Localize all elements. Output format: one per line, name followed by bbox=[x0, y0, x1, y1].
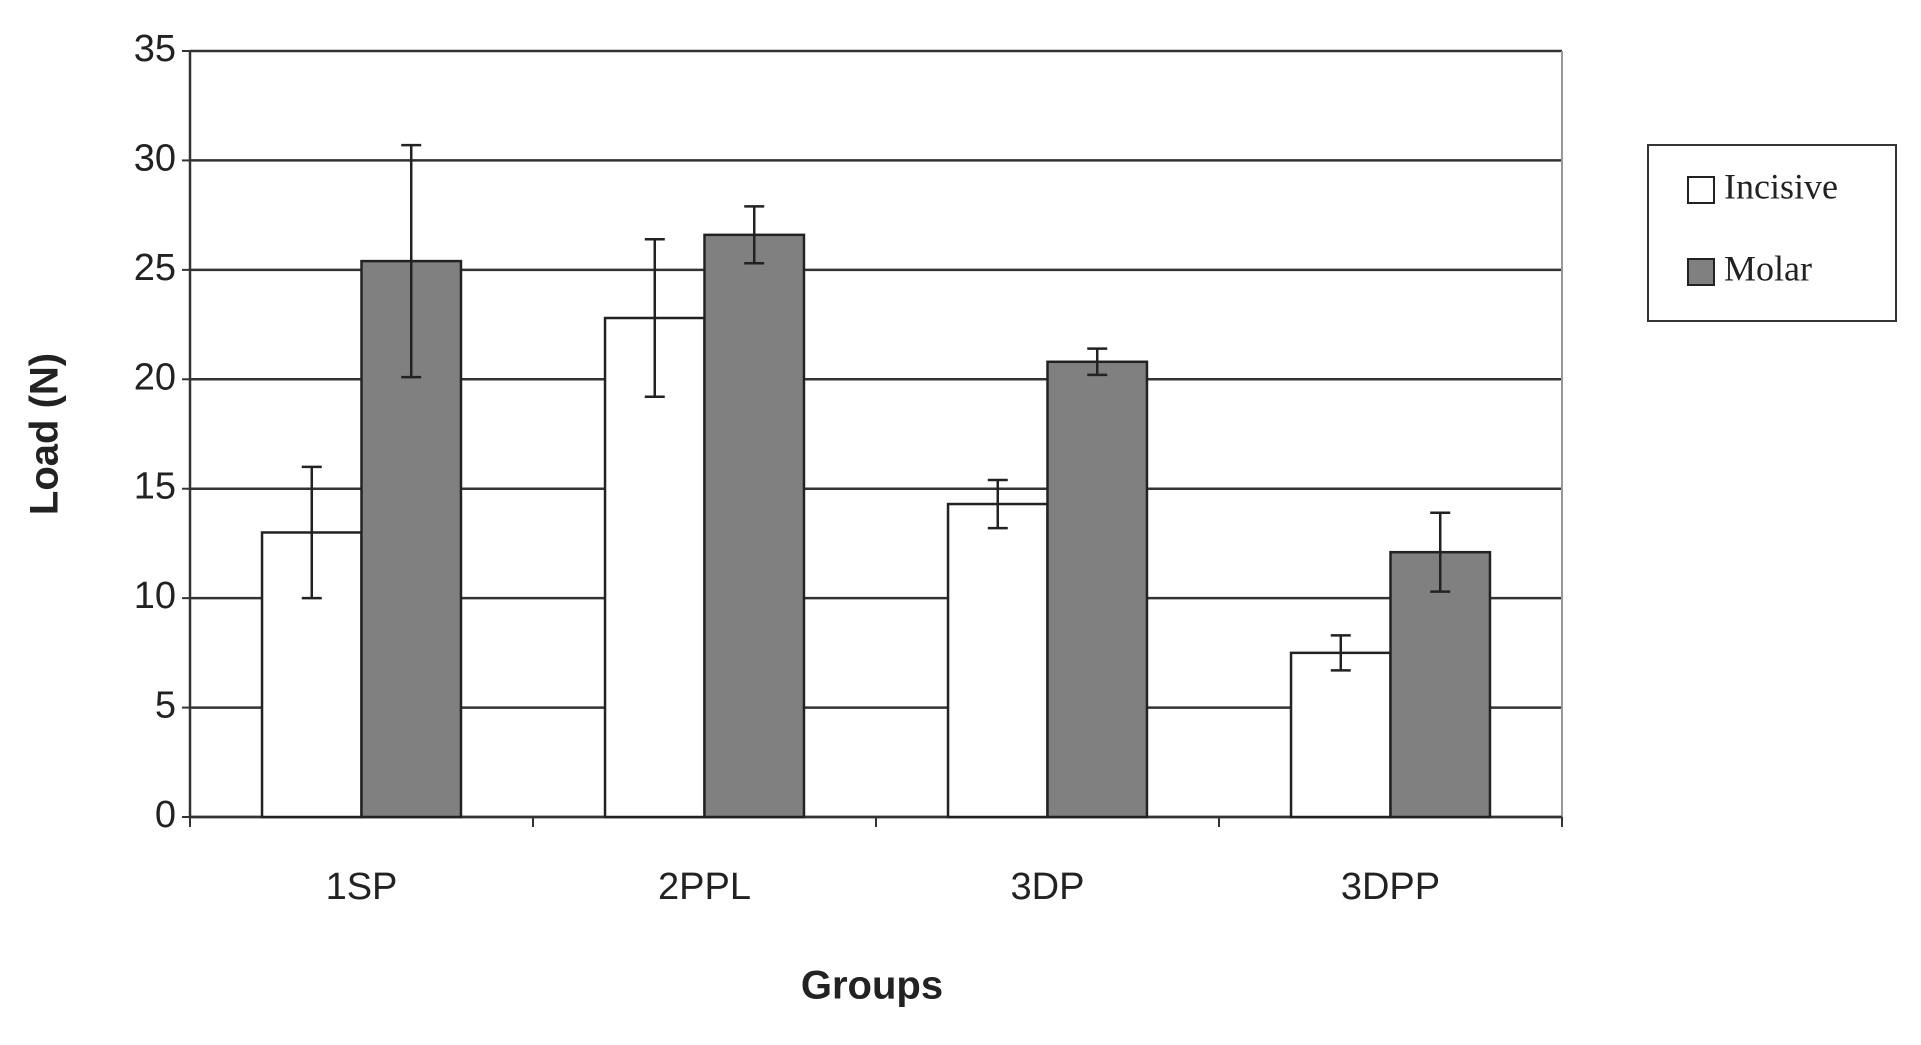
error-bar bbox=[1430, 511, 1451, 593]
x-tick-label: 1SP bbox=[326, 866, 398, 908]
bar bbox=[946, 502, 1049, 819]
bar bbox=[1389, 550, 1492, 819]
bar bbox=[703, 233, 806, 819]
bar bbox=[1289, 651, 1392, 819]
error-bar bbox=[301, 465, 322, 600]
y-tick-label: 35 bbox=[134, 28, 176, 70]
y-axis-title: Load (N) bbox=[23, 353, 67, 515]
bar bbox=[1046, 360, 1149, 819]
legend-box bbox=[1647, 144, 1897, 322]
error-bar bbox=[744, 205, 765, 265]
error-bar bbox=[1087, 347, 1108, 377]
error-bar bbox=[1330, 634, 1351, 672]
y-tick-label: 25 bbox=[134, 247, 176, 289]
legend-label: Incisive bbox=[1724, 166, 1838, 206]
y-tick-label: 10 bbox=[134, 575, 176, 617]
x-axis-title: Groups bbox=[801, 964, 943, 1008]
error-bar bbox=[644, 237, 665, 399]
error-bar bbox=[987, 478, 1008, 530]
y-tick-label: 5 bbox=[155, 685, 176, 727]
x-tick-label: 3DP bbox=[1011, 866, 1085, 908]
legend-label: Molar bbox=[1724, 248, 1812, 288]
y-tick-label: 0 bbox=[155, 794, 176, 836]
x-tick-label: 2PPL bbox=[658, 866, 751, 908]
x-tick-label: 3DPP bbox=[1341, 866, 1440, 908]
y-tick-label: 30 bbox=[134, 137, 176, 179]
legend-swatch bbox=[1687, 258, 1715, 286]
error-bar bbox=[401, 143, 422, 379]
y-tick-label: 20 bbox=[134, 356, 176, 398]
legend-swatch bbox=[1687, 176, 1715, 204]
y-tick-label: 15 bbox=[134, 466, 176, 508]
